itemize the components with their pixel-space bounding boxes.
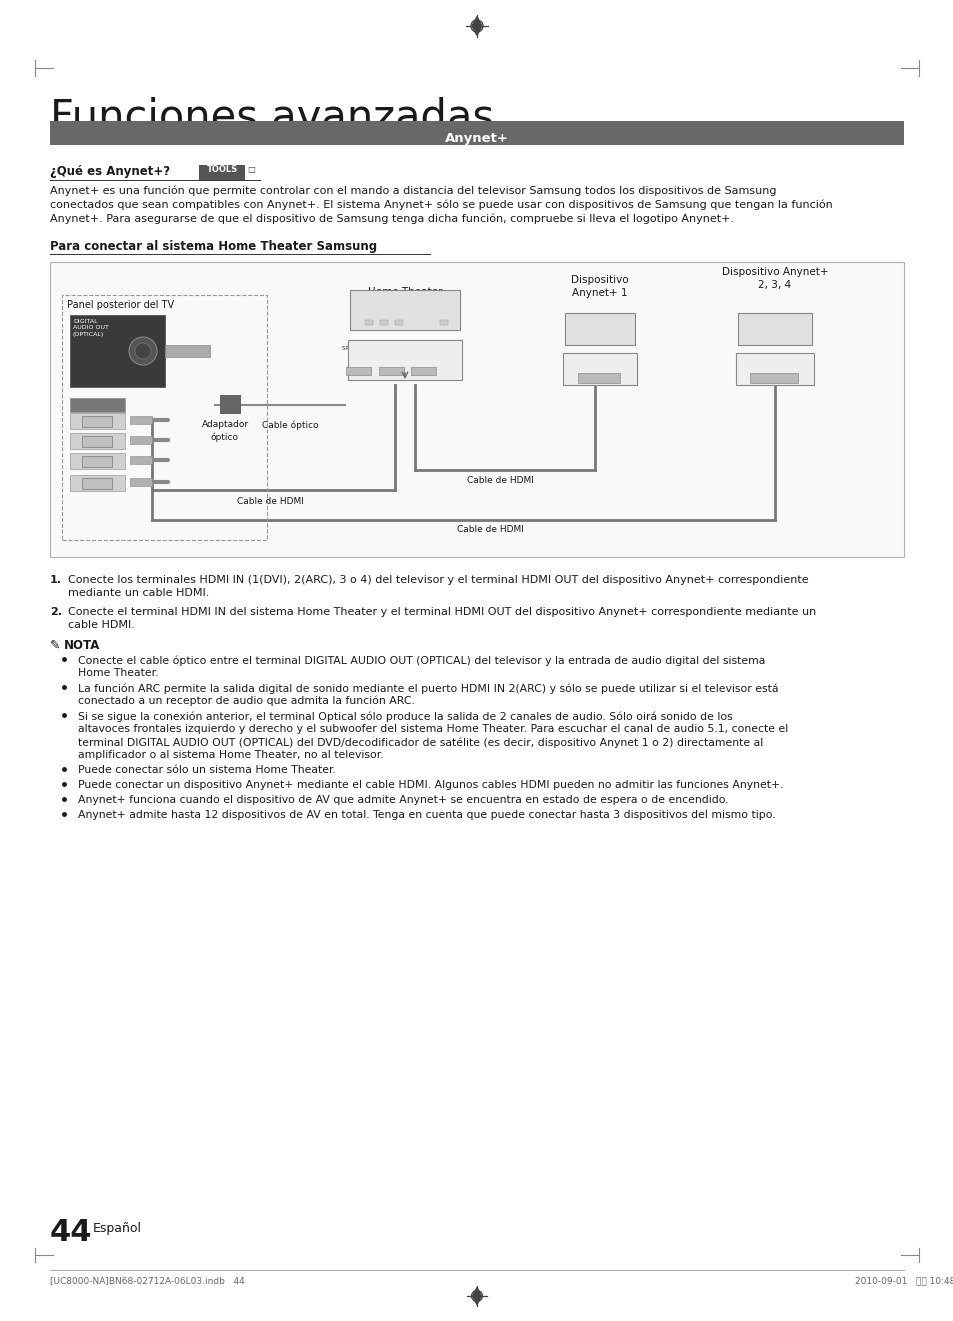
Text: HDMI IN: HDMI IN [415, 345, 435, 350]
Text: Dispositivo
Anynet+ 1: Dispositivo Anynet+ 1 [571, 275, 628, 299]
Text: Adaptador
óptico: Adaptador óptico [201, 420, 249, 441]
Bar [564, 313, 635, 345]
Text: Home Theater.: Home Theater. [78, 668, 158, 678]
Text: [UC8000-NA]BN68-02712A-06L03.indb   44: [UC8000-NA]BN68-02712A-06L03.indb 44 [50, 1276, 245, 1285]
Bar [70, 453, 125, 469]
Polygon shape [472, 1288, 481, 1305]
Bar [411, 367, 436, 375]
Bar [82, 478, 112, 489]
Text: HDMI OUT: HDMI OUT [583, 355, 616, 361]
Bar [130, 416, 152, 424]
Text: Conecte el terminal HDMI IN del sistema Home Theater y el terminal HDMI OUT del : Conecte el terminal HDMI IN del sistema … [68, 608, 816, 617]
FancyBboxPatch shape [199, 165, 244, 178]
Text: Si se sigue la conexión anterior, el terminal Optical sólo produce la salida de : Si se sigue la conexión anterior, el ter… [78, 711, 732, 721]
Text: Puede conectar un dispositivo Anynet+ mediante el cable HDMI. Algunos cables HDM: Puede conectar un dispositivo Anynet+ me… [78, 779, 782, 790]
Bar [82, 436, 112, 446]
Bar [562, 353, 637, 384]
Bar [365, 320, 373, 325]
Bar [578, 373, 619, 383]
Bar [348, 339, 461, 380]
Bar [70, 433, 125, 449]
Text: Anynet+: Anynet+ [445, 132, 508, 145]
Text: Cable de HDMI: Cable de HDMI [466, 476, 533, 485]
Text: ✎: ✎ [50, 639, 60, 653]
Text: Cable de HDMI: Cable de HDMI [456, 524, 523, 534]
Bar [70, 413, 125, 429]
Text: 1: 1 [73, 437, 77, 443]
Text: HDMI OUT: HDMI OUT [379, 345, 406, 350]
Text: 4: 4 [73, 417, 77, 421]
Text: conectado a un receptor de audio que admita la función ARC.: conectado a un receptor de audio que adm… [78, 696, 415, 707]
Bar [350, 291, 459, 330]
Circle shape [135, 343, 151, 359]
Text: Puede conectar sólo un sistema Home Theater.: Puede conectar sólo un sistema Home Thea… [78, 765, 335, 775]
Text: Funciones avanzadas: Funciones avanzadas [50, 96, 494, 139]
Text: terminal DIGITAL AUDIO OUT (OPTICAL) del DVD/decodificador de satélite (es decir: terminal DIGITAL AUDIO OUT (OPTICAL) del… [78, 737, 762, 748]
Text: Anynet+ admite hasta 12 dispositivos de AV en total. Tenga en cuenta que puede c: Anynet+ admite hasta 12 dispositivos de … [78, 810, 775, 820]
Text: Anynet+ funciona cuando el dispositivo de AV que admite Anynet+ se encuentra en : Anynet+ funciona cuando el dispositivo d… [78, 795, 728, 804]
Text: Español: Español [92, 1222, 142, 1235]
Text: HDMI OUT: HDMI OUT [758, 355, 790, 361]
Bar [70, 314, 165, 387]
Text: TOOLS: TOOLS [206, 165, 237, 174]
Text: 44: 44 [50, 1218, 92, 1247]
Text: Anynet+ es una función que permite controlar con el mando a distancia del televi: Anynet+ es una función que permite contr… [50, 185, 776, 196]
Bar [130, 456, 152, 464]
Text: HDMI IN: HDMI IN [71, 399, 101, 404]
Text: Para conectar al sistema Home Theater Samsung: Para conectar al sistema Home Theater Sa… [50, 240, 376, 254]
Text: mediante un cable HDMI.: mediante un cable HDMI. [68, 588, 209, 598]
Text: 1.: 1. [50, 575, 62, 585]
Bar [379, 320, 388, 325]
Text: Home Theater: Home Theater [368, 287, 442, 297]
Text: Cable de HDMI: Cable de HDMI [236, 497, 303, 506]
Text: cable HDMI.: cable HDMI. [68, 621, 134, 630]
Text: Cable óptico: Cable óptico [261, 420, 318, 429]
Text: Anynet+. Para asegurarse de que el dispositivo de Samsung tenga dicha función, c: Anynet+. Para asegurarse de que el dispo… [50, 214, 734, 225]
Bar [749, 373, 797, 383]
Bar [82, 416, 112, 427]
Bar [50, 262, 903, 557]
Text: 2.: 2. [50, 608, 62, 617]
Text: Conecte los terminales HDMI IN (1(DVI), 2(ARC), 3 o 4) del televisor y el termin: Conecte los terminales HDMI IN (1(DVI), … [68, 575, 808, 585]
Bar [130, 478, 152, 486]
Text: conectados que sean compatibles con Anynet+. El sistema Anynet+ sólo se puede us: conectados que sean compatibles con Anyn… [50, 199, 832, 210]
Bar [378, 367, 403, 375]
Text: 1(DVI): 1(DVI) [73, 480, 92, 483]
Text: NOTA: NOTA [64, 639, 100, 653]
Polygon shape [472, 17, 481, 36]
Bar [220, 395, 240, 413]
Text: ¿Qué es Anynet+?: ¿Qué es Anynet+? [50, 165, 170, 178]
Bar [439, 320, 448, 325]
Bar [62, 295, 267, 540]
Bar [735, 353, 813, 384]
Bar [395, 320, 402, 325]
Bar [70, 476, 125, 491]
Bar [130, 436, 152, 444]
Bar [738, 313, 811, 345]
Bar [70, 398, 125, 412]
Text: amplificador o al sistema Home Theater, no al televisor.: amplificador o al sistema Home Theater, … [78, 750, 383, 760]
Text: Panel posterior del TV: Panel posterior del TV [67, 300, 174, 310]
Text: DIGITAL
AUDIO OUT
(OPTICAL): DIGITAL AUDIO OUT (OPTICAL) [73, 318, 109, 337]
Text: 2(ARC): 2(ARC) [73, 457, 94, 462]
Text: Conecte el cable óptico entre el terminal DIGITAL AUDIO OUT (OPTICAL) del televi: Conecte el cable óptico entre el termina… [78, 655, 764, 666]
Text: 2010-09-01   오전 10:48:13: 2010-09-01 오전 10:48:13 [854, 1276, 953, 1285]
Text: SPDIF/AUD IN: SPDIF/AUD IN [342, 345, 377, 350]
Circle shape [129, 337, 157, 365]
Text: Dispositivo Anynet+
2, 3, 4: Dispositivo Anynet+ 2, 3, 4 [721, 267, 827, 291]
Bar [82, 456, 112, 468]
Text: altavoces frontales izquierdo y derecho y el subwoofer del sistema Home Theater.: altavoces frontales izquierdo y derecho … [78, 724, 787, 734]
Text: □: □ [247, 165, 254, 174]
Text: La función ARC permite la salida digital de sonido mediante el puerto HDMI IN 2(: La función ARC permite la salida digital… [78, 683, 778, 694]
Bar [165, 345, 210, 357]
Bar [346, 367, 371, 375]
Bar [50, 122, 903, 145]
